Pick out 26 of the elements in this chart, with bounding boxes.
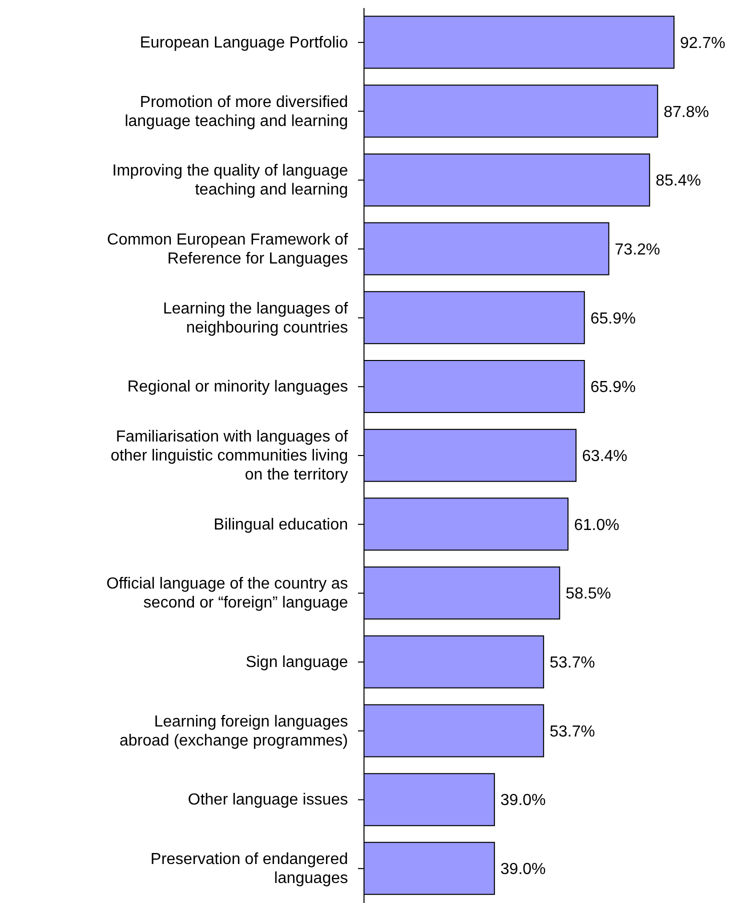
- y-tick-label: European Language Portfolio: [140, 34, 348, 52]
- y-tick-label: Official language of the country as second or “foreign” language: [106, 576, 348, 612]
- y-tick-label: Learning the languages of neighbouring countries: [162, 300, 349, 336]
- data-label: 53.7%: [550, 654, 595, 672]
- y-tick-label: Learning foreign languages abroad (exchange programmes): [119, 713, 348, 750]
- y-tick-label: Sign language: [246, 654, 348, 672]
- data-label: 58.5%: [566, 586, 612, 603]
- data-label: 39.0%: [500, 792, 546, 810]
- y-tick-label: Bilingual education: [214, 516, 348, 534]
- data-label: 65.9%: [590, 310, 636, 328]
- data-label: 85.4%: [656, 172, 701, 190]
- data-label: 87.8%: [664, 104, 709, 121]
- y-tick-label: Common European Framework of Reference for Languages: [107, 231, 349, 268]
- y-tick-label: Regional or minority languages: [127, 378, 348, 396]
- data-label: 61.0%: [574, 516, 620, 534]
- data-label: 63.4%: [582, 448, 628, 466]
- data-label: 73.2%: [614, 241, 660, 258]
- y-tick-label: Promotion of more diversified language teaching and learning: [124, 94, 348, 130]
- y-tick-label: Preservation of endangered languages: [150, 851, 348, 888]
- y-tick-label: Improving the quality of language teaching and learning: [112, 162, 348, 199]
- y-tick-label: Other language issues: [188, 792, 348, 809]
- data-label: 92.7%: [680, 34, 726, 52]
- data-label: 65.9%: [590, 379, 636, 396]
- data-label: 53.7%: [550, 723, 595, 740]
- y-tick-label: Familiarisation with languages of other linguistic communities living on the territory: [110, 428, 349, 484]
- data-label: 39.0%: [500, 861, 546, 878]
